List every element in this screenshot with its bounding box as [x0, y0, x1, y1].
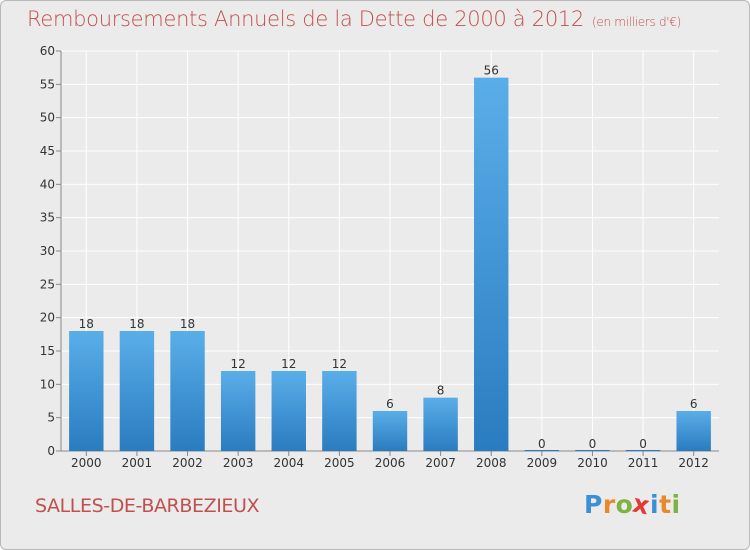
data-label-2001: 18 [129, 317, 144, 331]
y-tick-labels: 0 5 10 15 20 25 30 35 40 45 50 55 60 [40, 44, 55, 458]
data-label-2008: 56 [484, 64, 499, 78]
y-tick-label: 5 [47, 411, 55, 425]
data-label-2006: 6 [386, 397, 394, 411]
logo-letter: r [602, 490, 616, 519]
logo-letter: P [584, 490, 603, 519]
x-tick-labels: 2000 2001 2002 2003 2004 2005 2006 2007 2008 2009… [71, 456, 709, 470]
data-label-2012: 6 [690, 397, 698, 411]
y-tick-label: 10 [40, 377, 55, 391]
x-tick-label-2002: 2002 [172, 456, 203, 470]
data-label-2009: 0 [538, 437, 546, 451]
logo-letter: i [671, 490, 681, 519]
data-label-2003: 12 [231, 357, 246, 371]
bar-2008 [474, 77, 509, 452]
x-tick-label-2008: 2008 [476, 456, 507, 470]
x-tick-label-2007: 2007 [425, 456, 456, 470]
chart-title-text: Remboursements Annuels de la Dette de 20… [27, 7, 584, 31]
x-tick-label-2005: 2005 [324, 456, 355, 470]
bar-2006 [372, 411, 408, 451]
x-tick-label-2011: 2011 [628, 456, 659, 470]
y-tick-label: 20 [40, 311, 55, 325]
logo-letter: o [615, 490, 634, 519]
data-labels: 18 18 18 12 12 12 6 8 56 0 0 0 6 [79, 64, 698, 451]
bar-2004 [271, 371, 306, 451]
x-tick-label-2000: 2000 [71, 456, 102, 470]
y-tick-label: 60 [40, 44, 55, 58]
y-tick-label: 25 [40, 277, 55, 291]
y-tick-label: 45 [40, 144, 55, 158]
bar-2007 [423, 397, 458, 451]
bar-2001 [119, 331, 155, 451]
commune-name: SALLES-DE-BARBEZIEUX [35, 495, 260, 517]
bar-2000 [69, 331, 104, 451]
data-label-2011: 0 [639, 437, 647, 451]
data-label-2005: 12 [332, 357, 347, 371]
y-tick-label: 40 [40, 177, 55, 191]
data-label-2002: 18 [180, 317, 195, 331]
bar-2002 [170, 331, 205, 451]
x-tick-label-2003: 2003 [223, 456, 254, 470]
x-tick-label-2006: 2006 [375, 456, 406, 470]
x-tick-label-2010: 2010 [577, 456, 608, 470]
x-tick-label-2004: 2004 [273, 456, 304, 470]
y-tick-label: 50 [40, 111, 55, 125]
logo-letter: i [650, 490, 660, 519]
y-tick-label: 15 [40, 344, 55, 358]
y-tick-label: 35 [40, 211, 55, 225]
y-tick-label: 55 [40, 77, 55, 91]
data-label-2004: 12 [281, 357, 296, 371]
data-label-2000: 18 [79, 317, 94, 331]
chart-title-unit: (en milliers d'€) [592, 15, 682, 29]
data-label-2010: 0 [589, 437, 597, 451]
proxiti-logo: Proxiti [584, 489, 681, 521]
x-tick-label-2009: 2009 [527, 456, 558, 470]
logo-letter: t [659, 490, 672, 519]
x-tick-label-2012: 2012 [678, 456, 709, 470]
bar-2003 [220, 371, 256, 451]
bar-2012 [676, 411, 711, 451]
bar-2005 [322, 371, 357, 451]
y-tick-label: 30 [40, 244, 55, 258]
x-tick-label-2001: 2001 [122, 456, 153, 470]
bars [69, 77, 711, 452]
y-tick-label: 0 [47, 444, 55, 458]
grid-lines [61, 50, 719, 452]
data-label-2007: 8 [437, 384, 445, 398]
chart-title: Remboursements Annuels de la Dette de 20… [27, 7, 681, 31]
